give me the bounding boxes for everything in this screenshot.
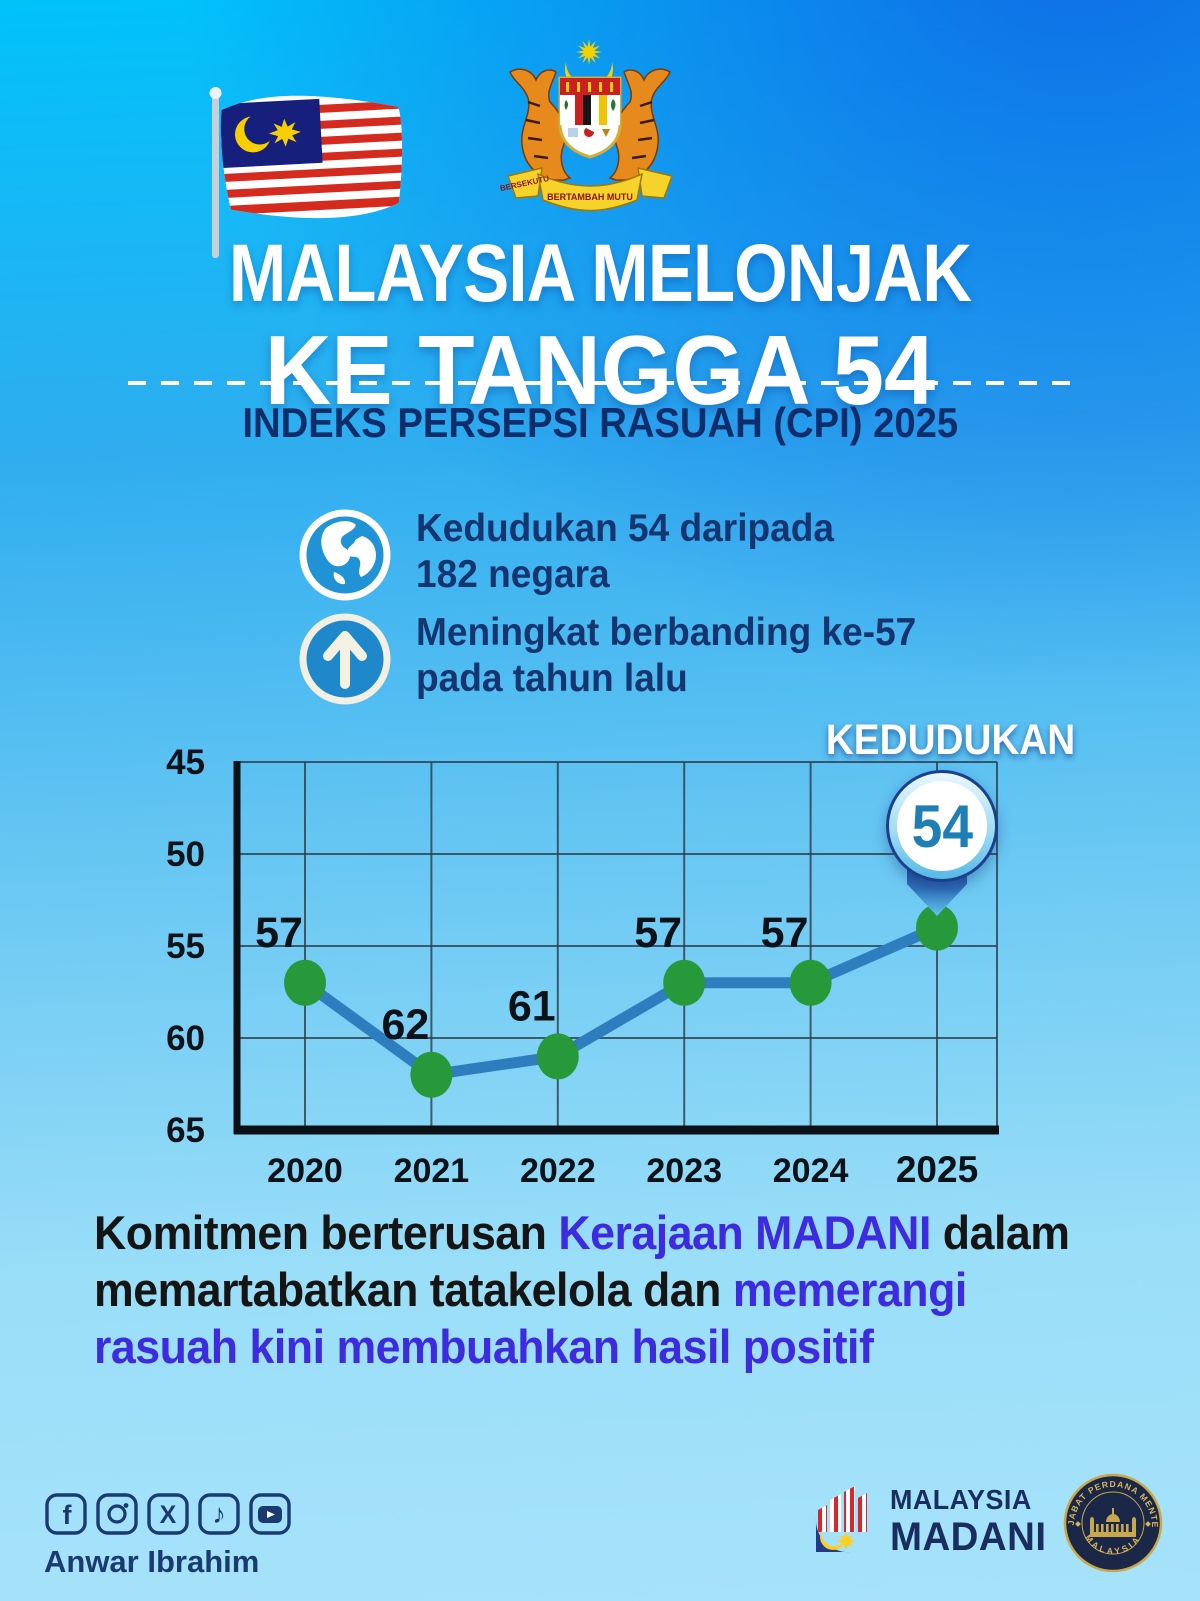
seal-building-icon: [1090, 1508, 1136, 1537]
svg-text:61: 61: [508, 982, 556, 1030]
title-line-2: KE TANGGA 54: [264, 315, 936, 425]
cpi-trend-chart: 45 50 55 60 65 2020 2021 2022 2023 2024 2025 57 62 61…: [166, 743, 999, 1190]
pejabat-perdana-menteri-seal: PEJABAT PERDANA MENTERI MALAYSIA: [1062, 1472, 1163, 1573]
malaysia-madani-logo-icon: [815, 1486, 867, 1553]
motto-ribbon: BERSEKUTU BERTAMBAH MUTU: [499, 167, 673, 212]
svg-text:57: 57: [634, 909, 682, 957]
subtitle: INDEKS PERSEPSI RASUAH (CPI) 2025: [242, 399, 958, 446]
instagram-icon[interactable]: [95, 1492, 139, 1536]
malaysia-flag: [209, 87, 407, 258]
svg-text:60: 60: [166, 1019, 205, 1058]
svg-text:57: 57: [761, 909, 809, 957]
svg-text:2025: 2025: [896, 1149, 978, 1190]
title-line-1: MALAYSIA MELONJAK: [228, 228, 972, 319]
rank-badge: 54: [886, 770, 998, 882]
svg-text:2023: 2023: [646, 1152, 722, 1190]
youtube-icon[interactable]: [248, 1492, 292, 1536]
globe-icon: [299, 509, 391, 601]
facebook-icon[interactable]: f: [44, 1492, 88, 1536]
svg-text:2020: 2020: [267, 1152, 343, 1190]
arrow-up-icon: [299, 613, 391, 705]
svg-text:X: X: [160, 1501, 177, 1529]
motto-right: BERTAMBAH MUTU: [547, 192, 633, 202]
svg-text:2022: 2022: [520, 1152, 596, 1190]
dashed-divider: [128, 381, 1072, 385]
social-links: f X ♪: [44, 1492, 292, 1536]
svg-text:65: 65: [166, 1111, 205, 1150]
x-twitter-icon[interactable]: X: [146, 1492, 190, 1536]
highlight-rank: Kedudukan 54 daripada 182 negara: [296, 506, 856, 604]
highlight-rank-text: Kedudukan 54 daripada 182 negara: [416, 507, 834, 596]
highlight-improvement: Meningkat berbanding ke-57 pada tahun la…: [296, 610, 943, 708]
star-icon: [576, 39, 602, 65]
flag-cloth: [219, 90, 407, 224]
flag-pole: [212, 96, 219, 258]
highlight-improvement-text: Meningkat berbanding ke-57 pada tahun la…: [416, 611, 917, 700]
svg-text:62: 62: [381, 1001, 429, 1049]
svg-text:57: 57: [255, 909, 303, 957]
malaysia-madani-wordmark: MALAYSIA MADANI: [890, 1484, 1047, 1559]
svg-text:f: f: [63, 1500, 73, 1530]
badge-label: KEDUDUKAN: [825, 716, 1076, 764]
shield: [558, 76, 622, 159]
badge-value: 54: [911, 792, 973, 860]
svg-text:2024: 2024: [773, 1152, 849, 1190]
svg-text:2021: 2021: [394, 1152, 470, 1190]
page-title: MALAYSIA MELONJAK KE TANGGA 54: [0, 228, 1200, 425]
tiktok-icon[interactable]: ♪: [197, 1492, 241, 1536]
svg-text:50: 50: [166, 835, 205, 874]
social-handle: Anwar Ibrahim: [44, 1544, 260, 1579]
svg-text:45: 45: [166, 743, 205, 782]
commitment-paragraph: Komitmen berterusan Kerajaan MADANI dala…: [94, 1206, 1070, 1373]
svg-text:♪: ♪: [212, 1499, 226, 1529]
malaysia-coat-of-arms: BERSEKUTU BERTAMBAH MUTU: [499, 39, 673, 212]
svg-text:55: 55: [166, 927, 205, 966]
